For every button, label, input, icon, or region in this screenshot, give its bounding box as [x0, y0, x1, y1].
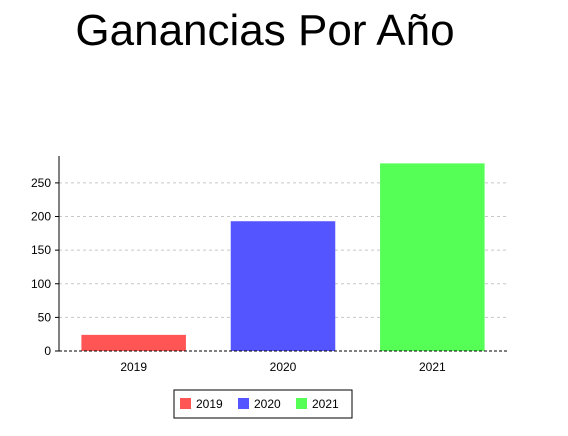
legend-swatch-2019	[180, 398, 191, 409]
y-tick-label: 200	[31, 210, 51, 224]
legend-swatch-2021	[296, 398, 307, 409]
y-tick-label: 100	[31, 277, 51, 291]
y-tick-label: 0	[44, 344, 51, 358]
bar-2019	[81, 334, 186, 351]
bar-2020	[230, 221, 336, 351]
legend-box	[173, 389, 353, 419]
y-tick-label: 50	[38, 310, 52, 324]
bars-group	[81, 163, 485, 351]
legend-label: 2019	[196, 397, 223, 411]
y-tick-labels: 0 50 100 150 200 250	[31, 176, 59, 358]
legend-swatch-2020	[238, 398, 249, 409]
legend-label: 2021	[312, 397, 339, 411]
x-tick-label: 2020	[270, 360, 297, 374]
y-tick-label: 150	[31, 243, 51, 257]
legend-label: 2020	[254, 397, 281, 411]
legend: 2019 2020 2021	[173, 389, 353, 419]
x-tick-label: 2021	[419, 360, 446, 374]
x-tick-label: 2019	[120, 360, 147, 374]
bar-2021	[380, 163, 485, 351]
chart-title: Ganancias Por Año	[75, 6, 455, 55]
x-tick-labels: 2019 2020 2021	[120, 360, 446, 374]
y-tick-label: 250	[31, 176, 51, 190]
axes-group	[58, 156, 507, 352]
